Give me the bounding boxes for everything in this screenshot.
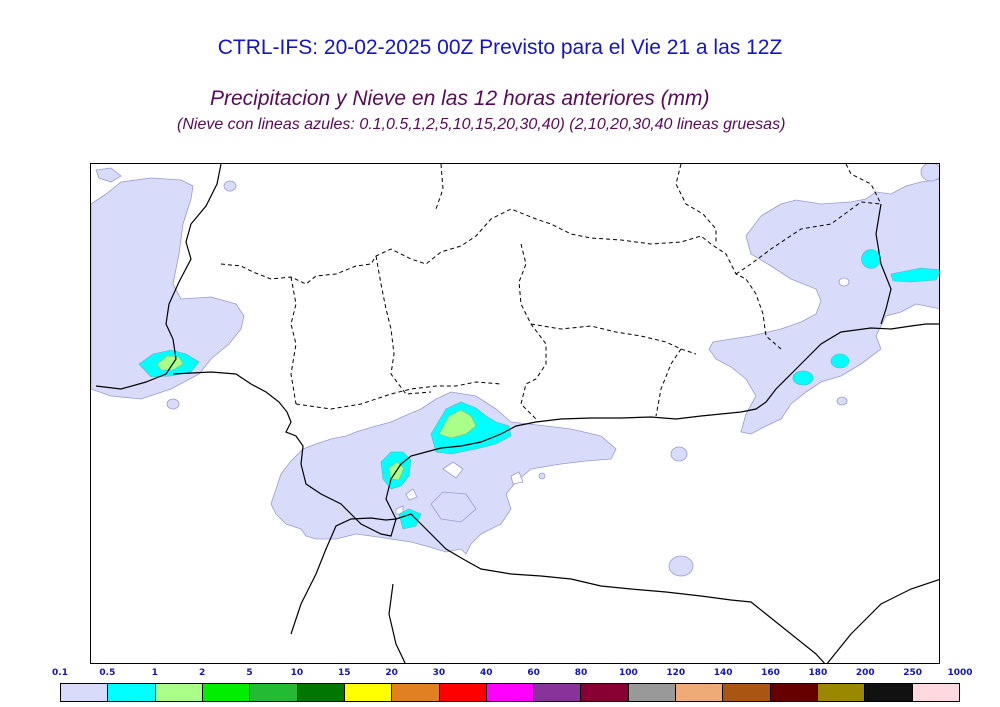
region-boundary xyxy=(290,276,297,405)
coastline xyxy=(826,579,939,663)
legend-swatch xyxy=(723,684,771,701)
legend-swatch xyxy=(108,684,156,701)
precip-area xyxy=(538,472,546,480)
precip-area xyxy=(830,353,850,369)
coastline xyxy=(95,164,222,390)
precip-area xyxy=(708,178,939,435)
precip-area xyxy=(270,391,617,555)
region-boundary xyxy=(295,381,502,410)
precip-area xyxy=(836,396,848,406)
legend-swatch xyxy=(392,684,440,701)
legend-label: 10 xyxy=(290,668,304,678)
precip-area xyxy=(792,370,814,386)
snow-contour-note: (Nieve con lineas azules: 0.1,0.5,1,2,5,… xyxy=(177,116,786,133)
country-border xyxy=(875,203,892,325)
legend-swatch xyxy=(202,684,251,701)
legend-label: 2 xyxy=(198,668,206,678)
precip-area xyxy=(438,409,477,439)
precip-area xyxy=(920,164,939,182)
legend-label: 200 xyxy=(855,668,875,678)
legend-swatch xyxy=(581,684,629,701)
precip-area xyxy=(156,355,184,371)
legend-swatch xyxy=(818,684,866,701)
legend-label: 1000 xyxy=(947,668,973,678)
region-boundary xyxy=(220,208,782,350)
legend-swatch xyxy=(628,684,677,701)
dry-gap xyxy=(405,488,418,501)
region-boundary xyxy=(518,243,547,420)
region-boundary xyxy=(845,164,882,205)
legend-label: 180 xyxy=(808,668,828,678)
legend-swatch xyxy=(770,684,818,701)
country-borders xyxy=(875,203,892,325)
coastline xyxy=(172,323,939,537)
legend-swatch xyxy=(297,684,345,701)
legend-label: 15 xyxy=(337,668,351,678)
precip-area xyxy=(430,491,477,523)
legend-label: 60 xyxy=(527,668,540,678)
region-boundary xyxy=(655,348,682,417)
legend-label: 0.5 xyxy=(99,668,116,678)
dry-gap xyxy=(838,277,850,287)
legend-swatch xyxy=(250,684,298,701)
region-boundary xyxy=(435,164,444,210)
precip-area xyxy=(223,180,237,192)
color-legend xyxy=(60,683,960,702)
legend-label: 5 xyxy=(246,668,253,678)
legend-label: 100 xyxy=(619,668,638,678)
precip-area xyxy=(166,398,180,410)
coastline xyxy=(395,513,825,663)
legend-label: 30 xyxy=(432,668,446,678)
region-boundary xyxy=(530,323,697,355)
coastline xyxy=(388,583,406,663)
legend-label: 140 xyxy=(713,668,733,678)
chart-title: CTRL-IFS: 20-02-2025 00Z Previsto para e… xyxy=(217,36,783,59)
precip-area xyxy=(861,249,881,269)
legend-label: 160 xyxy=(761,668,780,678)
precip-area xyxy=(670,446,688,462)
legend-swatch xyxy=(155,684,203,701)
legend-label: 80 xyxy=(574,668,588,678)
legend-label: 0.1 xyxy=(52,668,68,678)
legend-label: 40 xyxy=(480,668,493,678)
coastline xyxy=(290,517,397,635)
legend-swatch xyxy=(676,684,724,701)
legend-swatch xyxy=(486,684,535,701)
legend-swatch xyxy=(912,684,959,701)
legend-label: 20 xyxy=(385,668,398,678)
dry-gap xyxy=(442,461,464,479)
legend-label: 250 xyxy=(903,668,923,678)
precip-area xyxy=(398,508,422,530)
coastlines xyxy=(95,164,939,663)
precipitation-map xyxy=(90,163,940,664)
region-boundary xyxy=(735,201,882,275)
region-boundary xyxy=(675,164,717,244)
legend-labels: 0.1 0.5 1 2 5 10 15 20 30 40 60 80 100 120 140 160 180 20… xyxy=(0,668,1000,680)
legend-swatch xyxy=(344,684,393,701)
legend-swatch xyxy=(61,684,109,701)
precip-area xyxy=(890,267,939,283)
legend-swatch xyxy=(534,684,582,701)
dry-gap xyxy=(510,471,524,485)
precip-areas-light xyxy=(91,164,939,577)
precip-area xyxy=(95,167,122,183)
legend-label: 1 xyxy=(151,668,158,678)
precip-area xyxy=(668,555,694,577)
precip-area xyxy=(91,177,245,400)
region-boundary xyxy=(375,255,432,395)
legend-swatch xyxy=(439,684,487,701)
region-boundaries xyxy=(220,164,882,420)
chart-subtitle: Precipitacion y Nieve en las 12 horas an… xyxy=(210,87,710,110)
legend-swatch xyxy=(865,684,913,701)
legend-label: 120 xyxy=(666,668,686,678)
